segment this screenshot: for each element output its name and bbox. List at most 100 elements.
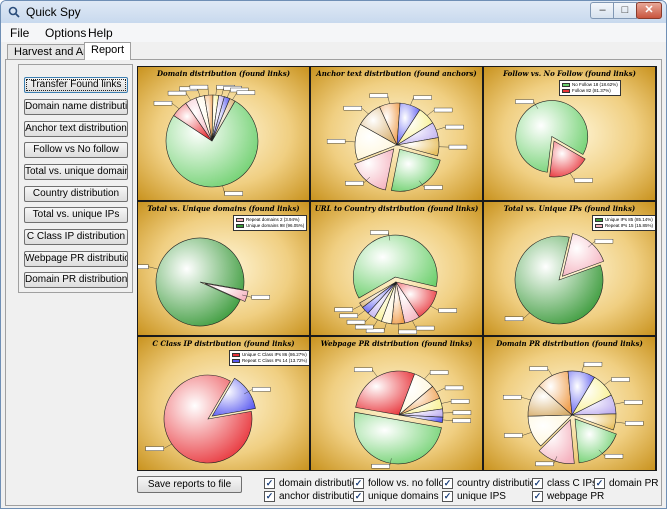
checkbox-check-icon[interactable]: ✓ — [594, 478, 605, 489]
checkbox-anchor-distribution[interactable]: ✓ anchor distribution — [264, 490, 361, 503]
close-button[interactable]: ✕ — [636, 2, 662, 19]
legend-label: Repeat C Class IPs 14 (13.72%) — [242, 358, 308, 363]
pie-chart — [153, 84, 259, 196]
checkbox-domain-pr[interactable]: ✓ domain PR — [594, 477, 658, 490]
slice-leader-line — [436, 126, 446, 131]
slice-leader-line — [412, 320, 417, 329]
slice-leader-line — [522, 432, 532, 436]
pie-slice — [355, 370, 416, 416]
country-distribution-button[interactable]: Country distribution — [24, 186, 128, 202]
slice-label-box — [326, 139, 346, 144]
slice-label-box — [369, 93, 388, 98]
checkbox-label: follow vs. no follow — [368, 478, 452, 489]
checkbox-country-distribution[interactable]: ✓ country distribution — [442, 477, 541, 490]
pie-slice — [211, 377, 256, 417]
pie-slice — [163, 374, 253, 464]
checkbox-label: unique IPS — [457, 491, 506, 502]
save-reports-button[interactable]: Save reports to file — [137, 476, 242, 493]
domain-pr-distribution-button[interactable]: Domain PR distribution — [24, 272, 128, 288]
checkbox-unique-ips[interactable]: ✓ unique IPS — [442, 490, 506, 503]
checkbox-check-icon[interactable]: ✓ — [532, 478, 543, 489]
menu-help[interactable]: Help — [88, 26, 113, 40]
pie-chart — [138, 237, 270, 327]
pie-chart — [326, 93, 468, 192]
slice-label-box — [574, 178, 593, 183]
checkbox-check-icon[interactable]: ✓ — [532, 491, 543, 502]
anchor-text-distribution-button[interactable]: Anchor text distribution — [24, 121, 128, 137]
total-vs-unique-ips-button[interactable]: Total vs. unique IPs — [24, 207, 128, 223]
slice-leader-line — [226, 89, 231, 98]
chart-title: Domain PR distribution (found links) — [496, 339, 643, 348]
slice-label-box — [594, 239, 614, 244]
c-class-ip-distribution-button[interactable]: C Class IP distribution — [24, 229, 128, 245]
slice-label-box — [371, 464, 390, 469]
slice-label-box — [444, 385, 464, 391]
domain-name-distribution-button[interactable]: Domain name distribution — [24, 99, 128, 115]
minimize-button[interactable]: – — [590, 2, 614, 19]
checkbox-label: domain PR — [609, 478, 659, 489]
slice-leader-line — [521, 397, 531, 401]
slice-label-box — [189, 84, 209, 90]
slice-leader-line — [436, 387, 446, 393]
checkbox-class-c-ips[interactable]: ✓ class C IPs — [532, 477, 597, 490]
pie-slice — [574, 418, 617, 464]
app-magnifier-icon — [8, 6, 20, 18]
tab-report[interactable]: Report — [84, 42, 132, 60]
checkbox-follow-vs-no-follow[interactable]: ✓ follow vs. no follow — [353, 477, 451, 490]
menu-options[interactable]: Options — [45, 26, 87, 40]
checkbox-check-icon[interactable]: ✓ — [353, 491, 364, 502]
slice-leader-line — [598, 449, 606, 457]
slice-leader-line — [441, 401, 452, 404]
slice-leader-line — [197, 88, 201, 97]
checkbox-domain-distribution[interactable]: ✓ domain distribution — [264, 477, 363, 490]
slice-leader-line — [522, 312, 530, 319]
chart-title: Total vs. Unique IPs (found links) — [503, 204, 636, 213]
slice-leader-line — [383, 322, 387, 331]
pie-slice — [396, 137, 440, 157]
slice-label-box — [355, 324, 374, 330]
checkbox-webpage-pr[interactable]: ✓ webpage PR — [532, 490, 604, 503]
checkbox-unique-domains[interactable]: ✓ unique domains — [353, 490, 439, 503]
slice-label-box — [251, 295, 270, 300]
report-panel: Transfer Found links Domain name distrib… — [5, 59, 662, 506]
pie-chart — [334, 230, 457, 335]
slice-leader-line — [171, 103, 180, 109]
chart-title: Follow vs. No Follow (found links) — [503, 69, 636, 78]
follow-vs-no-follow-button[interactable]: Follow vs No follow — [24, 142, 128, 158]
slice-label-box — [604, 453, 624, 459]
pie-slice — [390, 148, 441, 192]
checkbox-check-icon[interactable]: ✓ — [264, 478, 275, 489]
report-sidebar: Transfer Found links Domain name distrib… — [18, 64, 133, 293]
slice-leader-line — [222, 185, 225, 194]
webpage-pr-distribution-button[interactable]: Webpage PR distribution — [24, 251, 128, 267]
maximize-button[interactable]: □ — [613, 2, 637, 19]
legend-label: Follow 82 (81.37%) — [572, 88, 611, 93]
total-vs-unique-domains-button[interactable]: Total vs. unique domains — [24, 164, 128, 180]
pie-chart — [145, 374, 271, 464]
slice-label-box — [365, 328, 385, 333]
checkbox-check-icon[interactable]: ✓ — [264, 491, 275, 502]
menu-file[interactable]: File — [10, 26, 30, 40]
legend-swatch — [595, 224, 603, 228]
chart-title: C Class IP distribution (found links) — [152, 339, 295, 348]
checkbox-label: country distribution — [457, 478, 541, 489]
slice-leader-line — [242, 294, 252, 298]
chart-cell-domain-distribution: Domain distribution (found links) — [138, 67, 309, 200]
checkbox-check-icon[interactable]: ✓ — [353, 478, 364, 489]
slice-leader-line — [418, 180, 425, 188]
pie-slice — [165, 100, 259, 188]
slice-leader-line — [389, 458, 392, 467]
transfer-found-links-button[interactable]: Transfer Found links — [24, 77, 128, 93]
checkbox-check-icon[interactable]: ✓ — [442, 478, 453, 489]
chart-legend: Unique C Class IPs 86 (86.27%) Repeat C … — [229, 350, 309, 366]
slice-leader-line — [221, 88, 224, 97]
slice-leader-line — [569, 173, 575, 181]
slice-label-box — [452, 410, 472, 415]
title-bar[interactable]: Quick Spy – □ ✕ — [1, 1, 666, 23]
chart-cell-anchor-text: Anchor text distribution (found anchors) — [311, 67, 482, 200]
slice-leader-line — [148, 266, 158, 270]
checkbox-check-icon[interactable]: ✓ — [442, 491, 453, 502]
slice-label-box — [504, 433, 523, 438]
legend-swatch — [236, 218, 244, 222]
slice-label-box — [529, 366, 548, 371]
